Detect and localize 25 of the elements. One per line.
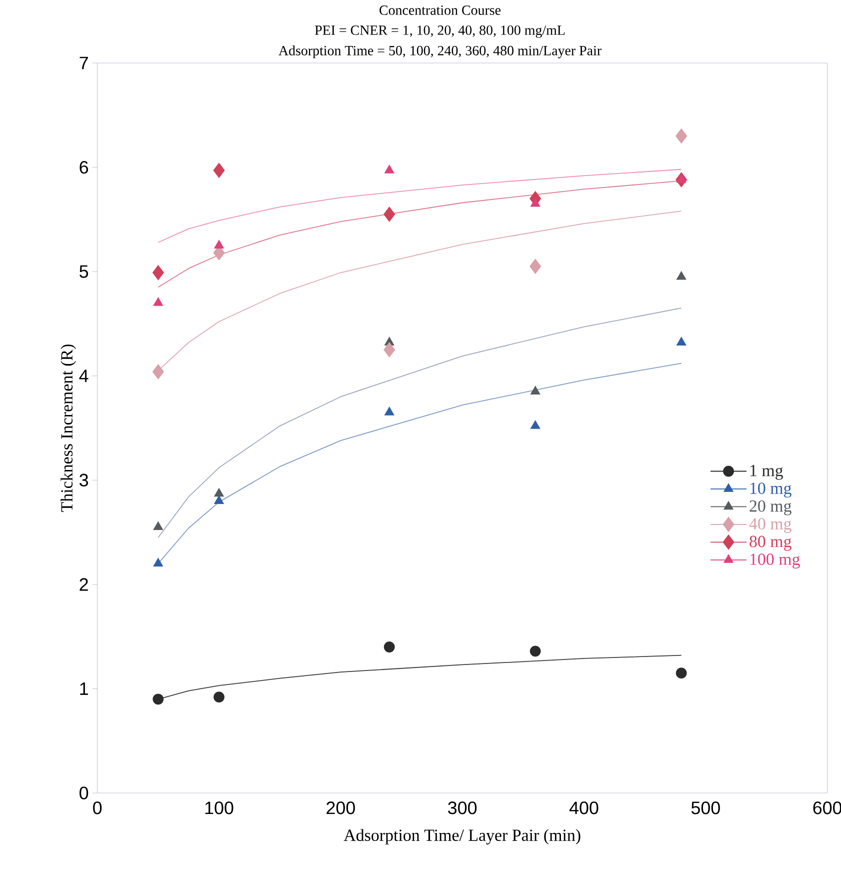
y-tick-label: 7 [80,56,88,70]
text: Adsorption Time = 50, 100, 240, 360, 480 min/Layer Pair [278,46,602,58]
y-tick-label: 4 [79,370,88,382]
legend-label: 1 mg [750,464,783,480]
x-tick-label: 100 [205,802,234,814]
x-tick-label: 200 [326,802,355,814]
x-tick-label: 0 [93,802,102,814]
y-axis-title: Thickness Increment (R) [60,344,76,512]
legend-label: 100 mg [750,554,800,568]
x-axis-title: Adsorption Time/ Layer Pair (min) [344,829,580,844]
y-tick-label: 1 [80,682,88,695]
y-tick-label: 5 [80,265,88,278]
y-tick-label: 3 [80,474,88,486]
x-tick-label: 400 [569,802,598,814]
x-tick-label: 500 [691,802,720,814]
legend-label: 40 mg [749,518,792,533]
legend-label: 20 mg [750,500,792,516]
y-tick-label: 2 [80,578,88,591]
x-tick-label: 300 [448,802,477,814]
chart-subtitle: PEI = CNER = 1, 10, 20, 40, 80, 100 mg/mL [314,26,565,38]
y-tick-label: 6 [80,160,88,174]
legend-label: 80 mg [750,536,792,551]
chart-title: Concentration Course [380,6,501,15]
y-tick-label: 0 [80,786,88,800]
legend-label: 10 mg [750,482,792,498]
